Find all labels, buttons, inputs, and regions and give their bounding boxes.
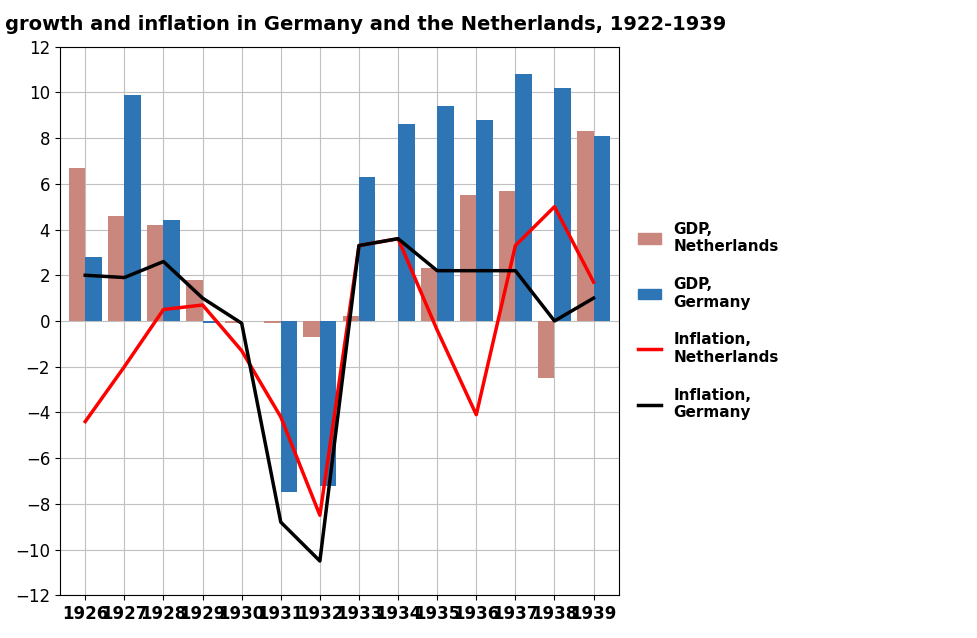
Bar (225, 321, 241, 323)
Bar (280, 321, 297, 493)
Bar (163, 220, 180, 321)
Legend: GDP,
Netherlands, GDP,
Germany, Inflation,
Netherlands, Inflation,
Germany: GDP, Netherlands, GDP, Germany, Inflatio… (631, 216, 785, 426)
Bar (303, 321, 319, 337)
Bar (476, 120, 492, 321)
Bar (515, 74, 531, 321)
Bar (107, 216, 124, 321)
Bar (537, 321, 554, 378)
Bar (319, 321, 336, 486)
Bar (437, 106, 453, 321)
Bar (202, 321, 219, 323)
Bar (264, 321, 280, 323)
Bar (124, 94, 141, 321)
Bar (85, 257, 102, 321)
Bar (398, 124, 414, 321)
Bar (359, 177, 375, 321)
Bar (459, 195, 476, 321)
Title: GDP growth and inflation in Germany and the Netherlands, 1922-1939: GDP growth and inflation in Germany and … (0, 15, 726, 34)
Bar (342, 316, 359, 321)
Bar (186, 280, 202, 321)
Bar (554, 88, 571, 321)
Bar (498, 191, 515, 321)
Bar (593, 136, 610, 321)
Bar (420, 269, 437, 321)
Bar (68, 168, 85, 321)
Bar (576, 131, 593, 321)
Bar (147, 225, 163, 321)
